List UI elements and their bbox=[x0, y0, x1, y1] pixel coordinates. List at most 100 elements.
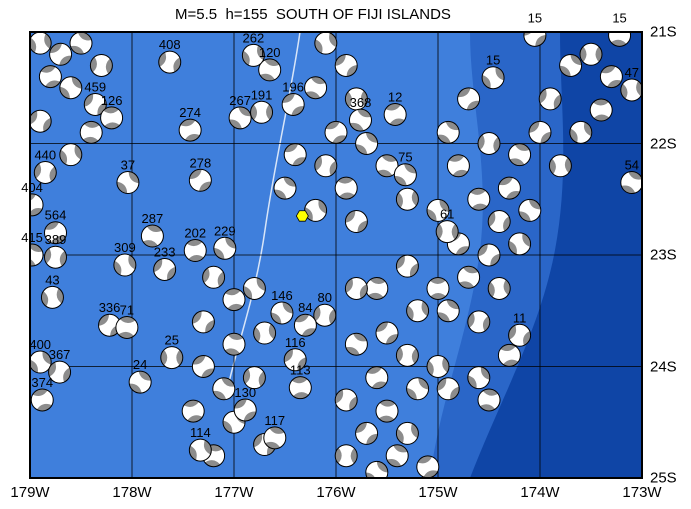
focal-mechanism-beachball bbox=[487, 276, 511, 300]
event-depth-label: 415 bbox=[21, 230, 43, 245]
event-depth-label: 374 bbox=[31, 375, 53, 390]
focal-mechanism-beachball bbox=[89, 53, 113, 77]
focal-mechanism-beachball bbox=[477, 243, 501, 267]
focal-mechanism-beachball bbox=[69, 32, 93, 55]
focal-mechanism-beachball bbox=[334, 388, 358, 412]
epicenter-marker bbox=[295, 210, 309, 222]
event-depth-label: 146 bbox=[271, 288, 293, 303]
event-depth-label: 440 bbox=[34, 147, 56, 162]
event-depth-label: 80 bbox=[318, 290, 332, 305]
event-depth-label: 54 bbox=[625, 158, 639, 173]
focal-mechanism-beachball bbox=[344, 276, 368, 300]
focal-mechanism-beachball bbox=[599, 65, 623, 89]
focal-mechanism-beachball bbox=[348, 108, 372, 132]
focal-mechanism-beachball bbox=[436, 299, 460, 323]
focal-mechanism-beachball bbox=[528, 120, 552, 144]
focal-mechanism-beachball bbox=[270, 301, 294, 325]
x-tick-label: 175W bbox=[418, 484, 458, 501]
event-depth-label: 126 bbox=[101, 93, 123, 108]
y-tick-label: 22S bbox=[650, 135, 677, 152]
focal-mechanism-beachball bbox=[608, 32, 632, 47]
focal-mechanism-beachball bbox=[426, 198, 450, 222]
focal-mechanism-beachball bbox=[395, 343, 419, 367]
focal-mechanism-beachball bbox=[620, 171, 642, 195]
focal-mechanism-beachball bbox=[283, 348, 307, 372]
focal-mechanism-beachball bbox=[375, 321, 399, 345]
event-depth-label: 367 bbox=[49, 347, 71, 362]
focal-mechanism-beachball bbox=[181, 399, 205, 423]
focal-mechanism-beachball bbox=[44, 221, 67, 245]
focal-mechanism-beachball bbox=[569, 120, 593, 144]
event-depth-label: 202 bbox=[184, 226, 206, 241]
focal-mechanism-beachball bbox=[30, 350, 52, 374]
focal-mechanism-beachball bbox=[467, 366, 491, 390]
focal-mechanism-beachball bbox=[158, 50, 182, 74]
focal-mechanism-beachball bbox=[241, 43, 265, 67]
focal-mechanism-beachball bbox=[100, 106, 124, 130]
focal-mechanism-beachball bbox=[518, 198, 542, 222]
focal-mechanism-beachball bbox=[202, 265, 226, 289]
event-depth-label: 459 bbox=[84, 79, 106, 94]
focal-mechanism-beachball bbox=[33, 160, 57, 184]
focal-mechanism-beachball bbox=[497, 343, 521, 367]
focal-mechanism-beachball bbox=[508, 323, 532, 347]
focal-mechanism-beachball bbox=[242, 366, 266, 390]
focal-mechanism-beachball bbox=[293, 313, 317, 337]
y-tick-label: 24S bbox=[650, 358, 677, 375]
focal-mechanism-beachball bbox=[263, 426, 287, 450]
focal-mechanism-beachball bbox=[314, 32, 338, 55]
focal-mechanism-beachball bbox=[273, 176, 297, 200]
focal-mechanism-beachball bbox=[191, 310, 215, 334]
x-tick-label: 177W bbox=[214, 484, 254, 501]
event-depth-label: 368 bbox=[350, 95, 372, 110]
event-depth-label: 229 bbox=[214, 223, 236, 238]
event-depth-label: 71 bbox=[120, 302, 134, 317]
event-depth-label: 116 bbox=[285, 335, 306, 350]
focal-mechanism-beachball bbox=[508, 232, 532, 256]
focal-mechanism-beachball bbox=[559, 53, 583, 77]
focal-mechanism-beachball bbox=[30, 109, 52, 133]
x-tick-label: 174W bbox=[520, 484, 560, 501]
bathymetry bbox=[30, 32, 642, 478]
focal-mechanism-beachball bbox=[213, 236, 237, 260]
event-depth-label: 400 bbox=[29, 337, 51, 352]
x-tick-label: 173W bbox=[622, 484, 662, 501]
event-depth-label: 11 bbox=[513, 310, 527, 325]
event-depth-label: 287 bbox=[142, 211, 164, 226]
focal-mechanism-beachball bbox=[523, 32, 547, 47]
focal-mechanism-beachball bbox=[304, 198, 328, 222]
event-depth-label: 196 bbox=[282, 79, 304, 94]
focal-mechanism-beachball bbox=[365, 460, 389, 478]
map-title: M=5.5 h=155 SOUTH OF FIJI ISLANDS bbox=[175, 6, 451, 23]
focal-mechanism-beachball bbox=[178, 118, 202, 142]
focal-mechanism-beachball bbox=[385, 444, 409, 468]
focal-mechanism-beachball bbox=[355, 421, 379, 445]
focal-mechanism-beachball bbox=[487, 210, 511, 234]
focal-mechanism-beachball bbox=[212, 377, 236, 401]
event-depth-label: 130 bbox=[234, 385, 256, 400]
event-depth-label: 274 bbox=[179, 105, 201, 120]
focal-mechanism-beachball bbox=[183, 239, 207, 263]
event-depth-label: 61 bbox=[440, 207, 454, 222]
focal-mechanism-beachball bbox=[375, 399, 399, 423]
focal-mechanism-beachball bbox=[30, 388, 54, 412]
focal-mechanism-beachball bbox=[457, 87, 481, 111]
focal-mechanism-beachball bbox=[436, 377, 460, 401]
focal-mechanism-beachball bbox=[481, 66, 505, 90]
focal-mechanism-beachball bbox=[59, 76, 83, 100]
focal-mechanism-beachball bbox=[538, 87, 562, 111]
focal-mechanism-beachball bbox=[355, 132, 379, 155]
event-depth-label: 191 bbox=[251, 87, 273, 102]
focal-mechanism-beachball bbox=[426, 276, 450, 300]
focal-mechanism-beachball bbox=[436, 120, 460, 144]
focal-mechanism-beachball bbox=[283, 143, 307, 167]
focal-mechanism-beachball bbox=[395, 421, 419, 445]
event-depth-label: 114 bbox=[190, 425, 211, 440]
focal-mechanism-beachball bbox=[48, 360, 72, 384]
focal-mechanism-beachball bbox=[153, 257, 177, 281]
focal-mechanism-beachball bbox=[395, 254, 419, 278]
event-depth-label: 267 bbox=[229, 93, 251, 108]
focal-mechanism-beachball bbox=[620, 78, 642, 102]
focal-mechanism-beachball bbox=[334, 53, 358, 77]
y-tick-label: 21S bbox=[650, 23, 677, 41]
